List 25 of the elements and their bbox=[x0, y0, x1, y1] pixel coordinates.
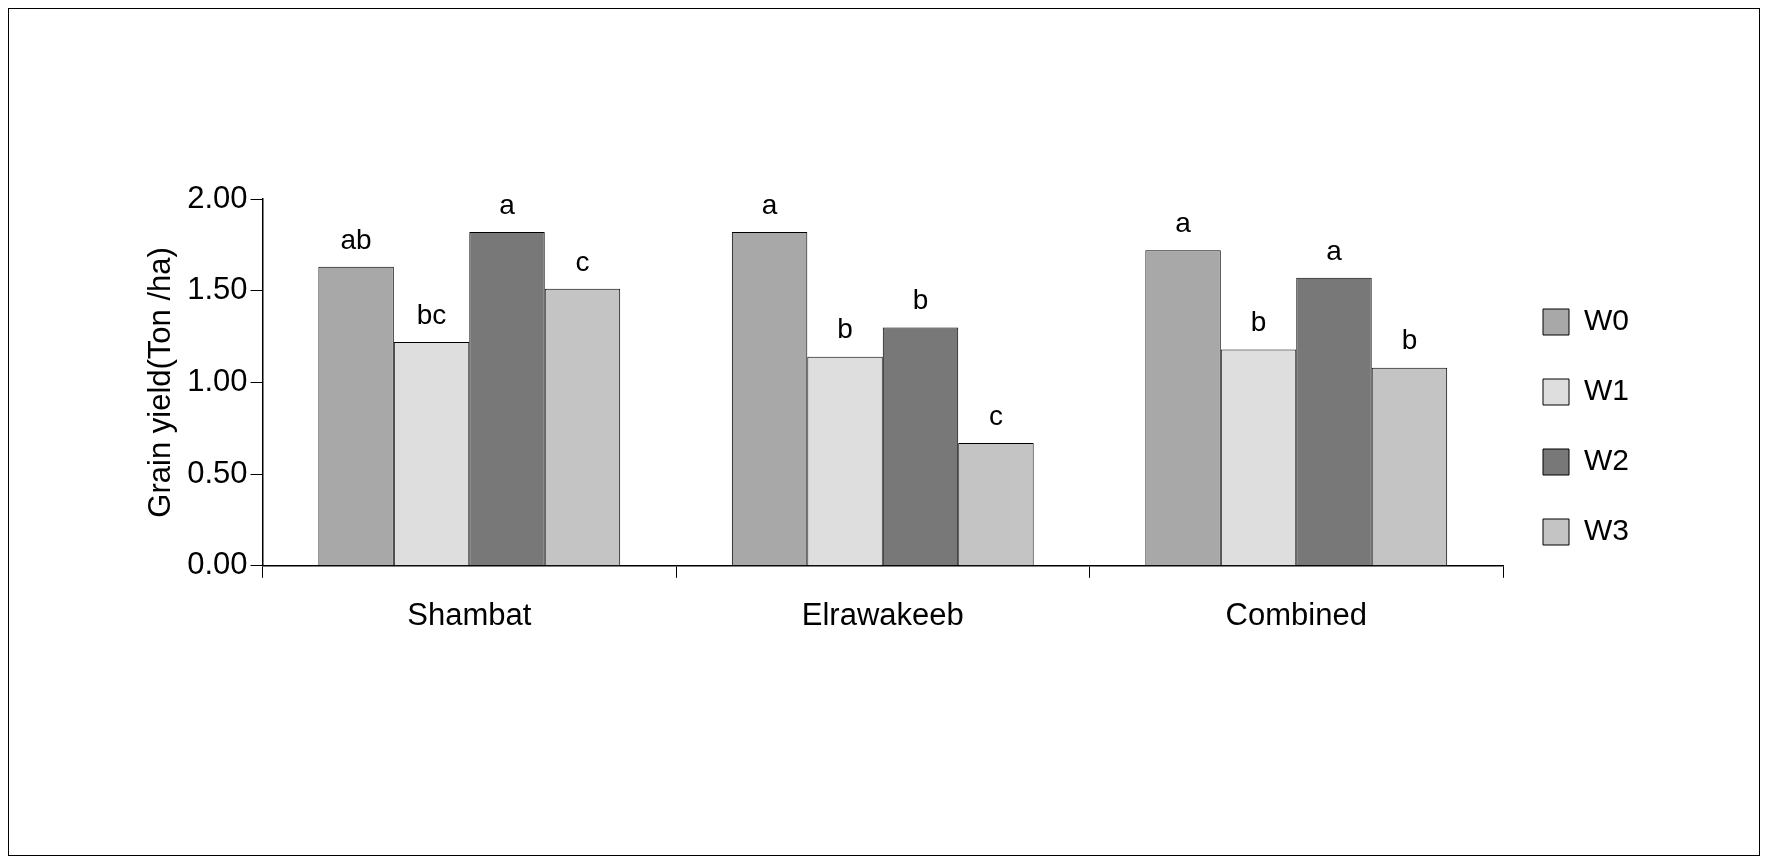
legend-label: W2 bbox=[1584, 443, 1629, 477]
y-tick-label: 0.50 bbox=[187, 454, 248, 490]
legend-label: W0 bbox=[1584, 303, 1629, 337]
data-label: b bbox=[837, 313, 853, 345]
data-label: bc bbox=[416, 298, 447, 330]
data-label: b bbox=[1250, 306, 1267, 338]
x-tick-label: Elrawakeeb bbox=[801, 596, 964, 632]
y-tick-label: 1.00 bbox=[187, 362, 248, 398]
y-axis-title: Grain yield(Ton /ha) bbox=[142, 247, 178, 518]
data-label: a bbox=[1326, 234, 1343, 266]
data-label: ab bbox=[340, 223, 372, 255]
y-tick-label: 2.00 bbox=[187, 179, 248, 215]
data-label: a bbox=[761, 188, 778, 220]
legend-label: W1 bbox=[1584, 373, 1629, 407]
x-tick-label: Combined bbox=[1225, 596, 1367, 632]
legend-label: W3 bbox=[1584, 513, 1629, 547]
y-tick-label: 0.00 bbox=[187, 546, 248, 582]
data-label: c bbox=[575, 245, 590, 277]
data-label: a bbox=[499, 188, 516, 220]
data-label: c bbox=[988, 399, 1003, 431]
y-tick-label: 1.50 bbox=[187, 271, 248, 307]
data-label: a bbox=[1175, 207, 1192, 239]
x-tick-label: Shambat bbox=[407, 596, 532, 632]
data-label: b bbox=[912, 284, 929, 316]
data-label: b bbox=[1401, 324, 1418, 356]
